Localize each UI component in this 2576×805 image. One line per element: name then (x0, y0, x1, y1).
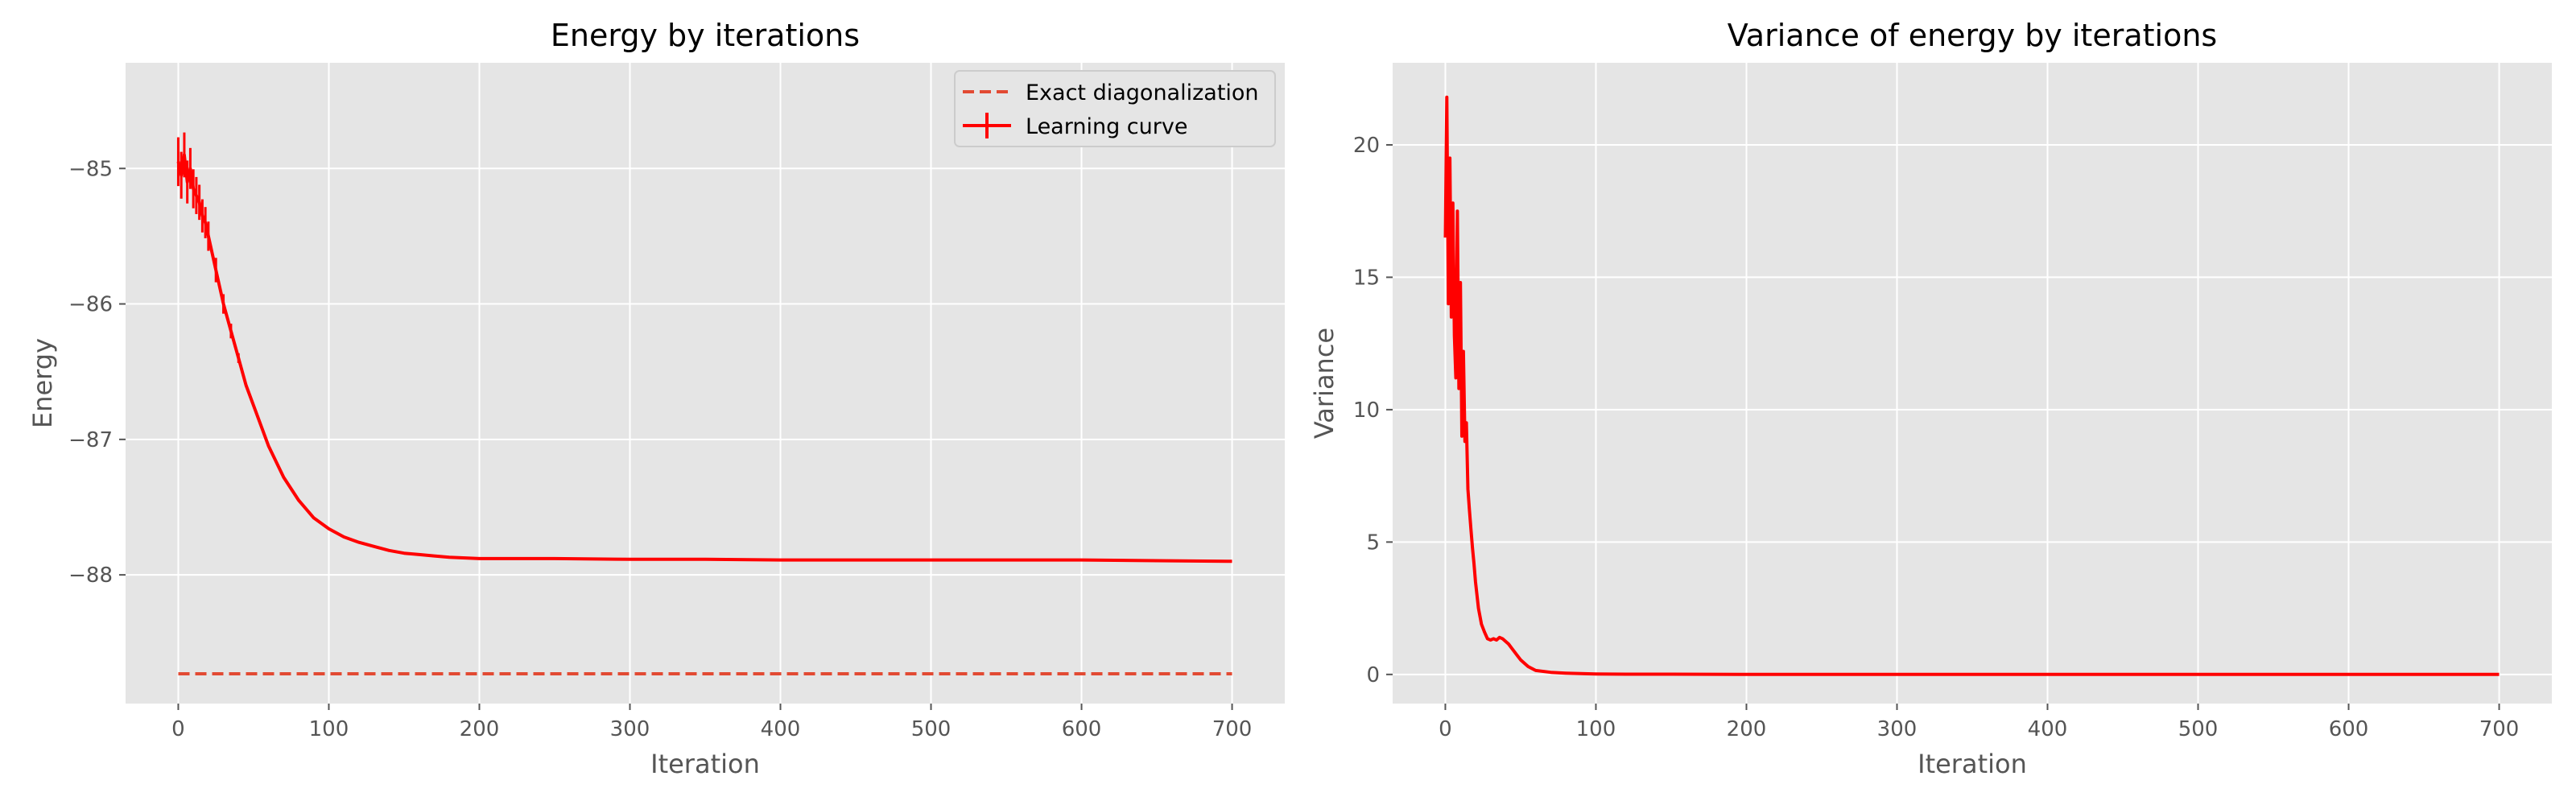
variance-x-tick-label: 0 (1439, 717, 1452, 741)
variance-x-tick-label: 200 (1727, 717, 1767, 741)
variance-x-tick-label: 100 (1576, 717, 1616, 741)
variance-x-tick-label: 700 (2479, 717, 2520, 741)
energy-chart: 0 100 200 300 400 500 600 700 −88 −87 −86 −85 Energ… (27, 18, 1285, 779)
variance-x-tick-label: 300 (1877, 717, 1918, 741)
energy-x-tick-label: 100 (309, 717, 349, 741)
energy-x-tick-label: 600 (1062, 717, 1102, 741)
variance-y-axis-label: Variance (1309, 328, 1340, 439)
variance-x-tick-label: 500 (2178, 717, 2219, 741)
energy-y-tick-label: −87 (68, 428, 113, 452)
variance-series-line (1443, 95, 2500, 676)
variance-chart-title: Variance of energy by iterations (1728, 18, 2217, 53)
energy-x-tick-label: 0 (171, 717, 185, 741)
energy-x-tick-label: 300 (610, 717, 650, 741)
legend-box (954, 70, 1276, 147)
energy-ticks: 0 100 200 300 400 500 600 700 −88 −87 −86 −85 (68, 157, 1252, 741)
energy-x-tick-label: 700 (1212, 717, 1253, 741)
variance-plot-area (1393, 63, 2552, 704)
legend-exact-diagonalization-label: Exact diagonalization (1026, 80, 1259, 105)
variance-marks (1443, 95, 2500, 676)
energy-x-tick-label: 200 (460, 717, 500, 741)
legend-learning-curve-label: Learning curve (1026, 114, 1187, 139)
variance-x-tick-label: 400 (2028, 717, 2068, 741)
energy-grid (126, 63, 1285, 704)
energy-legend: Exact diagonalization Learning curve (954, 70, 1276, 147)
energy-y-tick-label: −85 (68, 157, 113, 181)
energy-chart-title: Energy by iterations (551, 18, 860, 53)
variance-y-tick-label: 20 (1353, 134, 1380, 158)
energy-x-axis-label: Iteration (650, 749, 760, 779)
variance-y-tick-label: 5 (1366, 530, 1380, 555)
energy-x-tick-label: 500 (911, 717, 952, 741)
energy-y-axis-label: Energy (27, 338, 58, 428)
variance-chart: 0 100 200 300 400 500 600 700 0 5 10 15 20 Variance … (1309, 18, 2552, 779)
variance-ticks: 0 100 200 300 400 500 600 700 0 5 10 15 20 (1353, 134, 2519, 741)
energy-y-tick-label: −88 (68, 564, 113, 588)
energy-plot-area (126, 63, 1285, 704)
variance-y-tick-label: 0 (1366, 663, 1380, 687)
energy-y-tick-label: −86 (68, 293, 113, 317)
variance-x-axis-label: Iteration (1918, 749, 2027, 779)
energy-x-tick-label: 400 (761, 717, 801, 741)
energy-marks (176, 132, 1232, 675)
variance-y-tick-label: 15 (1353, 266, 1380, 290)
variance-x-tick-label: 600 (2329, 717, 2369, 741)
variance-y-tick-label: 10 (1353, 398, 1380, 423)
